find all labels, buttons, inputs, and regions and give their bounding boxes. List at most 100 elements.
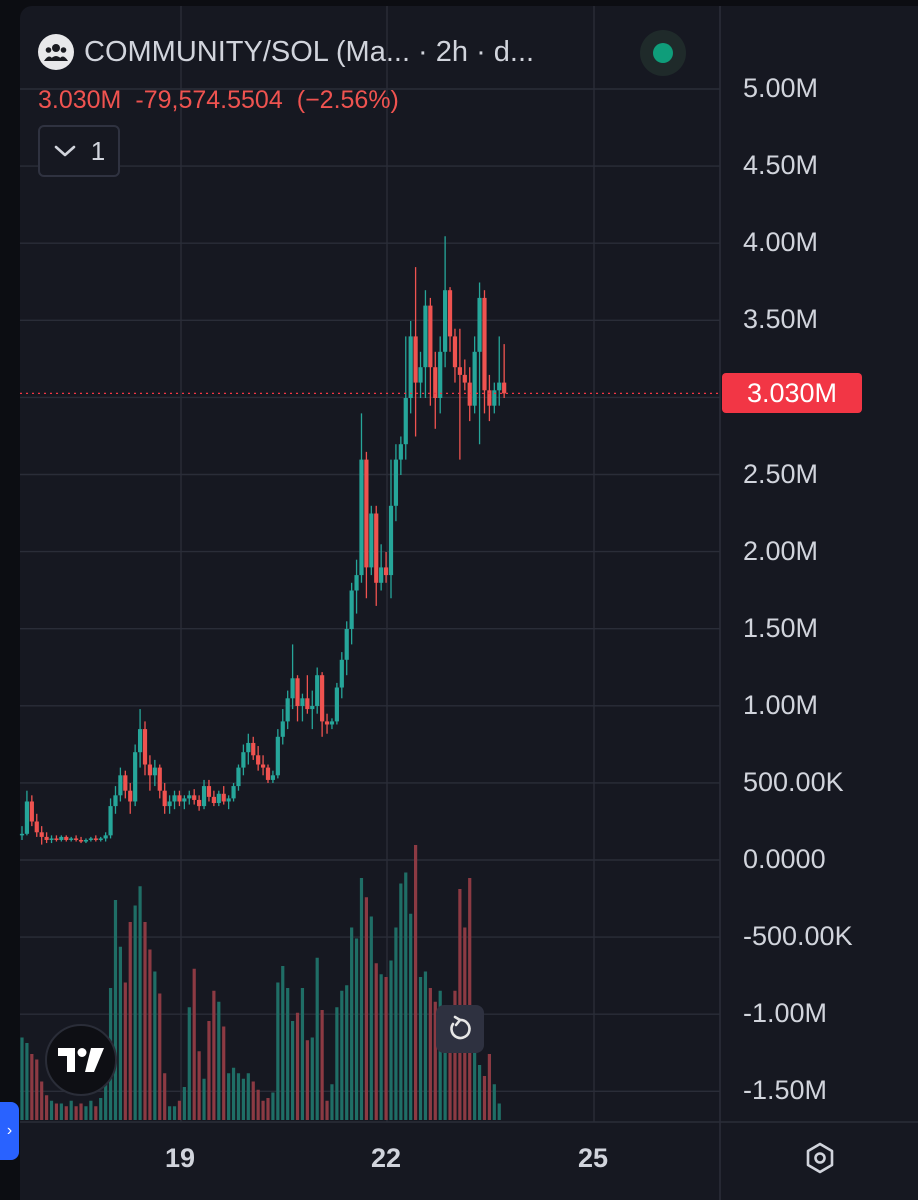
volume-bar [477, 1065, 482, 1120]
candle-body [182, 798, 187, 802]
chart-settings-button[interactable] [800, 1138, 840, 1178]
volume-bar [217, 1001, 221, 1120]
volume-bar [202, 1078, 206, 1120]
candle-body [64, 836, 69, 840]
volume-bar [492, 1084, 496, 1120]
volume-bar [118, 946, 122, 1120]
symbol-title[interactable]: COMMUNITY/SOL (Ma... · 2h · d... [84, 35, 535, 68]
candle-body [103, 835, 108, 839]
market-status-indicator[interactable] [640, 30, 686, 76]
price-axis-label: 4.00M [743, 227, 819, 258]
candle-body [123, 775, 128, 791]
volume-bar [468, 878, 472, 1120]
volume-bar [399, 883, 403, 1120]
price-axis-label: 2.50M [743, 458, 819, 489]
candle-body [428, 305, 433, 368]
candle-body [305, 698, 310, 710]
volume-bar [251, 1081, 255, 1120]
price-axis-label: 2.00M [743, 535, 819, 566]
candle-body [246, 742, 251, 753]
volume-bar [25, 1043, 29, 1120]
price-axis-label: -1.50M [743, 1075, 828, 1106]
candle-body [226, 798, 231, 802]
candle-body [197, 799, 202, 807]
candle-body [457, 367, 462, 375]
volume-bar [359, 878, 364, 1120]
candle-body [423, 305, 428, 368]
candle-body [54, 838, 59, 840]
candle-body [152, 767, 157, 776]
candle-body [177, 795, 182, 802]
volume-bar [123, 982, 127, 1120]
tradingview-logo-icon[interactable] [45, 1024, 117, 1096]
candle-body [133, 752, 138, 802]
volume-bar [404, 872, 408, 1120]
volume-bar [128, 922, 132, 1120]
volume-bar [473, 1010, 477, 1120]
candle-body [201, 786, 207, 807]
candle-body [359, 459, 364, 576]
volume-bar [163, 1073, 167, 1120]
candle-body [118, 775, 123, 796]
volume-bar [64, 1106, 68, 1120]
community-people-icon[interactable] [38, 34, 74, 70]
last-price-badge: 3.030M [722, 373, 862, 414]
candle-body [251, 742, 256, 756]
volume-bar [197, 1051, 201, 1120]
volume-bar [330, 1084, 334, 1120]
volume-bar [212, 990, 216, 1120]
volume-bar [340, 990, 344, 1120]
candle-body [443, 290, 448, 352]
volume-bar [325, 1100, 329, 1120]
volume-bar [315, 957, 319, 1120]
last-price-value: 3.030M [38, 86, 122, 114]
volume-bar [286, 988, 290, 1120]
volume-bar [394, 927, 398, 1120]
candle-body [270, 775, 276, 780]
volume-bar [192, 968, 196, 1120]
candle-body [236, 767, 241, 787]
candle-body [29, 801, 34, 822]
settings-hexagon-icon [806, 1142, 834, 1174]
volume-bar [74, 1106, 78, 1120]
collapse-indicators-button[interactable]: 1 [38, 125, 120, 177]
volume-bar [374, 963, 378, 1120]
candle-body [44, 836, 49, 840]
volume-bar [281, 966, 285, 1120]
volume-bar [49, 1100, 54, 1120]
candle-body [452, 336, 458, 368]
volume-bar [409, 913, 413, 1120]
volume-bar [227, 1073, 231, 1120]
price-axis-label: -500.00K [743, 921, 853, 952]
candle-body [19, 833, 25, 836]
candle-body [162, 790, 167, 807]
volume-bar [89, 1100, 93, 1120]
expand-sidebar-handle[interactable]: › [0, 1102, 19, 1160]
volume-bar [30, 1054, 34, 1120]
candle-body [24, 801, 30, 834]
volume-bar [364, 897, 368, 1120]
candle-body [502, 382, 507, 394]
reset-chart-button[interactable] [436, 1005, 484, 1053]
volume-bar [295, 1012, 300, 1120]
volume-bar [487, 1054, 491, 1120]
candle-body [275, 736, 280, 776]
volume-bar [20, 1037, 24, 1120]
price-change-percent: (−2.56%) [296, 86, 399, 114]
candle-body [290, 678, 295, 699]
candle-body [383, 567, 389, 576]
candle-body [295, 678, 300, 706]
candle-body [147, 764, 153, 776]
candle-body [369, 513, 374, 568]
candle-body [265, 767, 271, 780]
volume-bar [172, 1106, 177, 1120]
candle-body [59, 836, 64, 840]
volume-bar [335, 1007, 339, 1120]
volume-bar [379, 974, 383, 1120]
legend-header: COMMUNITY/SOL (Ma... · 2h · d... [38, 32, 534, 72]
volume-bar [54, 1103, 59, 1120]
candle-body [379, 567, 384, 583]
volume-bar [448, 1026, 452, 1120]
volume-bar [276, 982, 280, 1120]
